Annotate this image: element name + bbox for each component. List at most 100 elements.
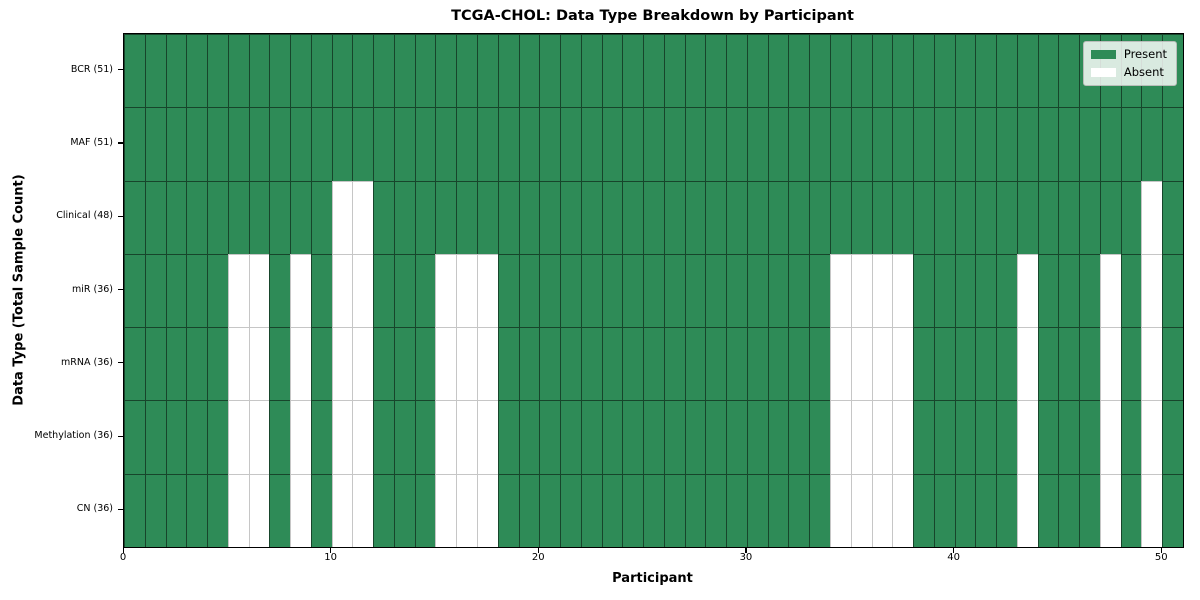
heatmap-cell [975,327,997,401]
heatmap-cell [435,253,457,328]
heatmap-cell [373,253,394,328]
heatmap-cell [1162,107,1183,181]
heatmap-cell [290,253,311,328]
heatmap-cell [1099,107,1121,181]
heatmap-cell [767,473,789,547]
heatmap-cell [684,327,706,401]
heatmap-cell [622,180,644,254]
heatmap-cell [788,327,810,401]
heatmap-cell [497,180,519,254]
heatmap-cell [850,107,872,181]
heatmap-cell [996,34,1017,108]
heatmap-cell [352,327,374,401]
heatmap-cell [705,473,727,547]
heatmap-cell [580,180,602,254]
heatmap-cell [227,327,249,401]
heatmap-cell [331,180,353,254]
x-tick-mark [745,547,747,553]
heatmap-cell [124,400,145,474]
heatmap-cell [622,34,644,108]
heatmap-cell [248,473,270,547]
heatmap-cell [601,327,623,401]
heatmap-cell [1037,253,1059,328]
heatmap-cell [518,327,540,401]
heatmap-cell [1016,400,1038,474]
heatmap-cell [477,107,498,181]
plot-area: Present Absent [123,33,1184,548]
heatmap-cell [850,34,872,108]
heatmap-cell [809,473,830,547]
heatmap-cell [248,34,270,108]
heatmap-cell [830,253,851,328]
heatmap-cell [124,473,145,547]
heatmap-cell [207,253,228,328]
heatmap-cell [456,473,477,547]
heatmap-cell [497,107,519,181]
heatmap-cell [601,400,623,474]
heatmap-cell [746,180,768,254]
heatmap-cell [830,473,851,547]
heatmap-cell [850,473,872,547]
y-tick-label: CN (36) [76,503,113,515]
heatmap-cell [269,253,291,328]
heatmap-cell [1141,180,1163,254]
heatmap-cell [1099,180,1121,254]
heatmap-cell [622,327,644,401]
heatmap-cell [1099,327,1121,401]
heatmap-cell [622,473,644,547]
heatmap-cell [186,253,208,328]
x-tick-label: 50 [1154,552,1168,563]
heatmap-cell [290,473,311,547]
heatmap-cell [767,253,789,328]
heatmap-cell [373,34,394,108]
heatmap-cell [269,327,291,401]
heatmap-cell [435,473,457,547]
heatmap-cell [1141,473,1163,547]
heatmap-cell [518,400,540,474]
heatmap-cell [518,473,540,547]
heatmap-cell [684,34,706,108]
heatmap-cell [1016,34,1038,108]
heatmap-cell [393,107,415,181]
heatmap-cell [207,180,228,254]
heatmap-cell [913,327,934,401]
heatmap-cell [726,400,747,474]
heatmap-cell [663,34,685,108]
heatmap-cell [518,34,540,108]
legend-entry-absent: Absent [1090,65,1167,79]
heatmap-cell [1037,34,1059,108]
heatmap-cell [850,253,872,328]
heatmap-cell [393,34,415,108]
heatmap-cell [310,327,332,401]
heatmap-cell [1079,327,1100,401]
heatmap-cell [1120,253,1142,328]
heatmap-cell [497,34,519,108]
heatmap-cell [331,253,353,328]
heatmap-cell [1079,253,1100,328]
heatmap-cell [352,34,374,108]
heatmap-cell [1079,180,1100,254]
legend-label-absent: Absent [1123,65,1164,79]
heatmap-cell [913,400,934,474]
heatmap-cell [1120,473,1142,547]
heatmap-cell [809,107,830,181]
heatmap-cell [227,180,249,254]
heatmap-cell [726,473,747,547]
x-axis-label: Participant [612,571,693,586]
heatmap-cell [933,327,955,401]
heatmap-cell [331,400,353,474]
heatmap-cell [954,253,976,328]
heatmap-cell [913,473,934,547]
heatmap-cell [1099,473,1121,547]
heatmap-cell [1037,107,1059,181]
heatmap-cell [144,34,166,108]
heatmap-cell [518,253,540,328]
heatmap-cell [1058,473,1080,547]
heatmap-cell [913,180,934,254]
heatmap-cell [601,107,623,181]
heatmap-cell [663,327,685,401]
heatmap-cell [1099,400,1121,474]
heatmap-cell [456,327,477,401]
legend-present-swatch-icon [1090,50,1116,59]
heatmap-cell [663,400,685,474]
